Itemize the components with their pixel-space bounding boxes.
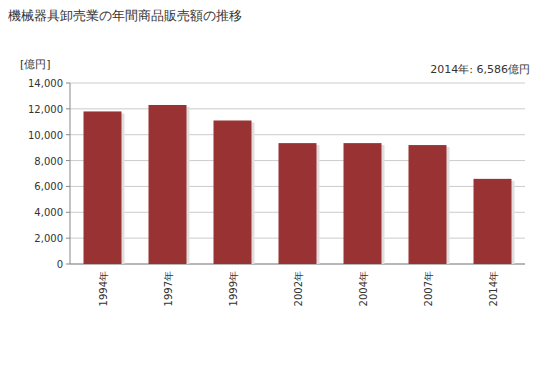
grid-line	[70, 108, 525, 109]
annotation: 2014年: 6,586億円	[430, 63, 530, 76]
bar	[84, 111, 122, 264]
category-label: 2004年	[358, 271, 369, 306]
tick-label: 12,000	[28, 104, 63, 115]
tick-label: 14,000	[28, 78, 63, 89]
category-label: 1994年	[98, 271, 109, 306]
category-label: 2007年	[423, 271, 434, 306]
bar	[279, 143, 317, 264]
category-label: 1997年	[163, 271, 174, 306]
y-axis-label: [億円]	[20, 58, 51, 71]
chart: 機械器具卸売業の年間商品販売額の推移 [億円] 2014年: 6,586億円 0 2,0…	[0, 0, 560, 366]
tick-mark	[66, 264, 70, 265]
tick-label: 10,000	[28, 130, 63, 141]
tick-mark	[66, 212, 70, 213]
grid-line	[70, 83, 525, 84]
category-label: 2014年	[488, 271, 499, 306]
y-axis	[70, 83, 71, 264]
tick-mark	[66, 108, 70, 109]
tick-mark	[66, 238, 70, 239]
category-label: 1999年	[228, 271, 239, 306]
tick-label: 2,000	[34, 233, 63, 244]
category-label: 2002年	[293, 271, 304, 306]
bars	[84, 105, 515, 264]
bar	[149, 105, 187, 264]
grid-line	[70, 134, 525, 135]
tick-label: 0	[57, 259, 63, 270]
title: 機械器具卸売業の年間商品販売額の推移	[8, 8, 242, 23]
bar	[214, 120, 252, 264]
tick-mark	[66, 160, 70, 161]
tick-mark	[66, 186, 70, 187]
tick-mark	[66, 83, 70, 84]
tick-mark	[66, 134, 70, 135]
bar	[344, 143, 382, 264]
bar	[409, 145, 447, 264]
tick-label: 6,000	[34, 181, 63, 192]
tick-label: 4,000	[34, 207, 63, 218]
tick-label: 8,000	[34, 156, 63, 167]
bar	[474, 179, 512, 264]
